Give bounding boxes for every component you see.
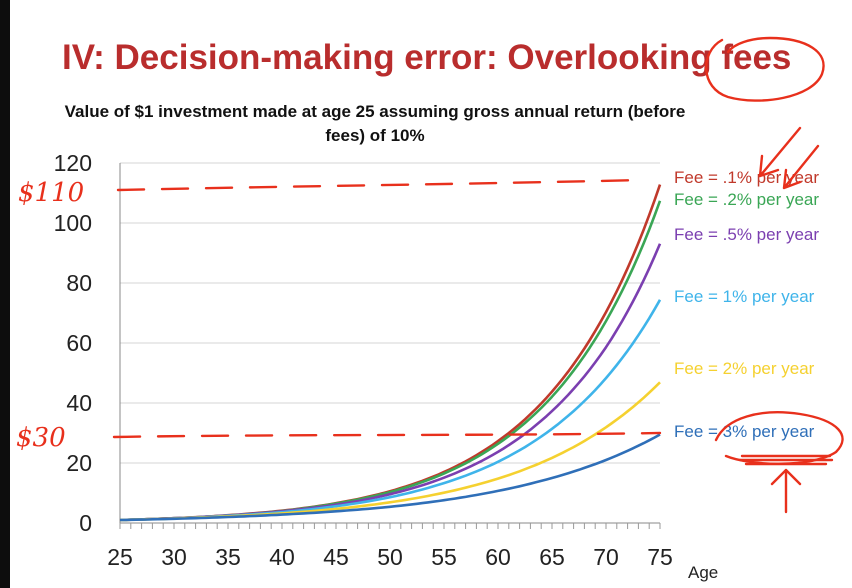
chart-title: Value of $1 investment made at age 25 as… <box>64 102 686 145</box>
series-label-5: Fee = 3% per year <box>674 422 815 441</box>
series-line-1 <box>119 200 662 522</box>
x-tick-label: 60 <box>485 544 511 570</box>
ink-annotations: $110 $30 <box>16 36 844 514</box>
series-line-5 <box>119 433 661 522</box>
y-tick-label: 120 <box>54 150 92 176</box>
slide-title: IV: Decision-making error: Overlooking f… <box>62 38 792 77</box>
x-tick-label: 75 <box>647 544 673 570</box>
y-tick-label: 60 <box>66 330 92 356</box>
y-tick-label: 40 <box>66 390 92 416</box>
ink-dashed-line-upper <box>116 178 642 192</box>
x-axis-label: Age <box>688 563 718 582</box>
series-label-1: Fee = .2% per year <box>674 190 819 209</box>
x-tick-label: 50 <box>377 544 403 570</box>
axes: 0 20 40 60 80 100 120 25 30 35 40 45 50 55 60 65 70 75 <box>54 150 673 570</box>
left-edge-bar <box>0 0 10 588</box>
series-lines <box>119 184 662 522</box>
x-tick-label: 70 <box>593 544 619 570</box>
ink-underline-scribble <box>738 454 834 466</box>
series-line-3 <box>119 299 662 522</box>
ink-dashed-line-lower <box>112 431 662 439</box>
ink-circle-fees <box>705 36 825 102</box>
series-label-4: Fee = 2% per year <box>674 359 815 378</box>
series-labels: Fee = .1% per year Fee = .2% per year Fee … <box>674 168 819 441</box>
x-tick-label: 45 <box>323 544 349 570</box>
series-label-2: Fee = .5% per year <box>674 225 819 244</box>
series-label-3: Fee = 1% per year <box>674 287 815 306</box>
x-tick-label: 30 <box>161 544 187 570</box>
x-tick-label: 25 <box>107 544 133 570</box>
x-tick-label: 40 <box>269 544 295 570</box>
y-tick-label: 20 <box>66 450 92 476</box>
x-tick-label: 65 <box>539 544 565 570</box>
y-tick-label: 80 <box>66 270 92 296</box>
ink-arrow-up-bottom <box>770 468 802 514</box>
y-tick-label: 0 <box>79 510 92 536</box>
series-line-2 <box>119 243 662 522</box>
ink-note-lower: $30 <box>16 423 66 453</box>
ink-note-upper: $110 <box>18 178 84 208</box>
ink-arrow-down-top <box>758 126 820 190</box>
series-label-0: Fee = .1% per year <box>674 168 819 187</box>
gridlines <box>120 162 660 464</box>
x-tick-label: 55 <box>431 544 457 570</box>
y-tick-label: 100 <box>54 210 92 236</box>
x-tick-label: 35 <box>215 544 241 570</box>
